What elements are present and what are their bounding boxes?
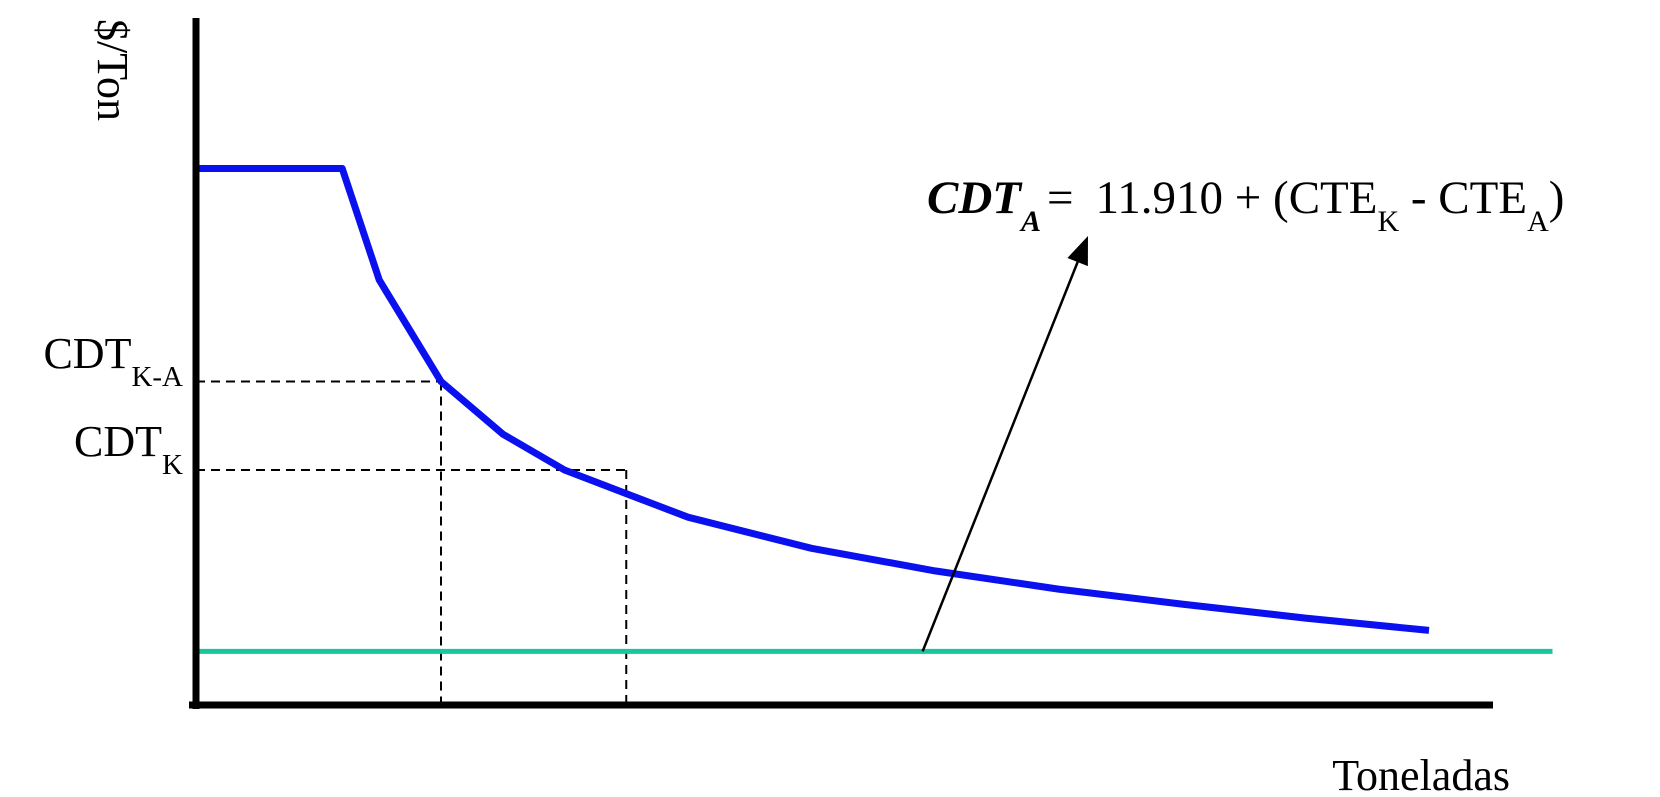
annotation-arrow xyxy=(921,261,1079,652)
y-axis-label: $/Ton xyxy=(88,19,137,121)
annotation-arrowhead xyxy=(1067,236,1088,267)
cost-curve xyxy=(194,165,1430,634)
series-layer xyxy=(194,165,1553,654)
ref-label-cdt-k: CDTK xyxy=(74,417,183,481)
x-axis-label: Toneladas xyxy=(1332,751,1510,797)
ref-label-cdt-k-a: CDTK-A xyxy=(43,329,183,393)
guide-lines xyxy=(196,380,628,705)
equation-annotation: CDTA = 11.910 + (CTEK - CTEA) xyxy=(927,172,1564,238)
